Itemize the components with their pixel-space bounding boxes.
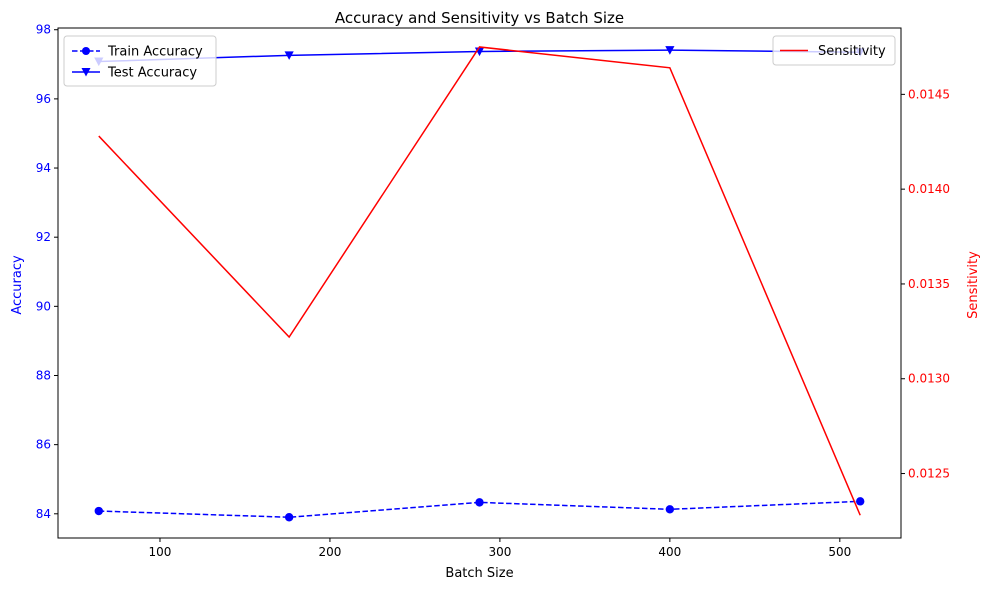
left-y-tick-label: 92: [36, 230, 51, 244]
right-y-tick-label: 0.0140: [908, 182, 950, 196]
left-y-tick-label: 86: [36, 438, 51, 452]
right-y-tick-label: 0.0135: [908, 277, 950, 291]
train-accuracy-point: [475, 498, 484, 507]
x-axis-label: Batch Size: [445, 566, 513, 581]
x-tick-label: 100: [149, 545, 172, 559]
legend-sensitivity-label: Sensitivity: [818, 44, 886, 59]
left-y-axis: 84 86 88 90 92 94 96 98: [36, 23, 58, 521]
left-y-tick-label: 90: [36, 299, 51, 313]
x-tick-label: 300: [488, 545, 511, 559]
legend-test-label: Test Accuracy: [107, 66, 197, 81]
x-axis: 100 200 300 400 500: [149, 538, 851, 559]
legend-train-marker: [82, 47, 90, 55]
plot-frame: [57, 27, 902, 539]
plot-area: [94, 46, 865, 522]
legend-train-label: Train Accuracy: [107, 45, 203, 60]
left-y-axis-label: Accuracy: [10, 255, 25, 315]
left-y-tick-label: 84: [36, 507, 51, 521]
chart-title: Accuracy and Sensitivity vs Batch Size: [335, 9, 624, 27]
right-y-axis: 0.0125 0.0130 0.0135 0.0140 0.0145: [901, 87, 950, 481]
sensitivity-line: [98, 46, 861, 516]
right-y-tick-label: 0.0145: [908, 87, 950, 101]
right-y-axis-label: Sensitivity: [966, 251, 981, 319]
train-accuracy-point: [284, 513, 294, 522]
train-accuracy-point: [856, 497, 865, 506]
right-y-tick-label: 0.0130: [908, 372, 950, 386]
left-y-tick-label: 94: [36, 161, 51, 175]
x-tick-label: 500: [828, 545, 851, 559]
left-y-tick-label: 88: [36, 368, 51, 382]
legend-box: [772, 35, 896, 66]
train-accuracy-point: [94, 506, 103, 516]
legend-test-marker: [81, 68, 91, 77]
test-accuracy-point: [665, 46, 675, 55]
x-tick-label: 200: [318, 545, 341, 559]
train-accuracy-point: [665, 505, 675, 514]
test-accuracy-point: [284, 51, 294, 60]
sensitivity-legend: Sensitivity: [772, 35, 896, 66]
right-y-tick-label: 0.0125: [908, 467, 950, 481]
left-y-tick-label: 96: [36, 92, 51, 106]
accuracy-legend: Train Accuracy Test Accuracy: [63, 35, 217, 87]
x-tick-label: 400: [658, 545, 681, 559]
left-y-tick-label: 98: [36, 23, 51, 37]
legend-box: [63, 35, 217, 87]
